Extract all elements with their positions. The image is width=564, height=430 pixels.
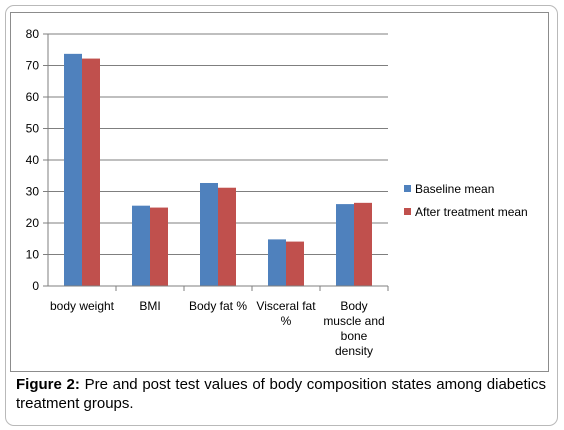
legend-label-after: After treatment mean <box>415 204 528 219</box>
legend-swatch-after <box>404 208 411 215</box>
figure-caption: Figure 2: Pre and post test values of bo… <box>16 375 546 413</box>
legend-swatch-baseline <box>404 185 411 192</box>
x-axis-labels: body weight BMI Body fat % Visceral fat% Bod… <box>50 299 385 358</box>
y-tick-label: 0 <box>32 279 39 293</box>
y-axis-ticks: 0 10 20 30 40 50 60 70 80 <box>26 27 48 293</box>
bar-baseline-1 <box>64 53 82 286</box>
x-tick-label: muscle and <box>323 314 384 328</box>
bars <box>64 53 372 286</box>
x-tick-label: BMI <box>139 299 160 313</box>
y-tick-label: 50 <box>26 122 40 136</box>
x-tick-label: bone <box>341 329 368 343</box>
bar-baseline-3 <box>200 182 218 286</box>
y-tick-label: 10 <box>26 248 40 262</box>
y-tick-label: 80 <box>26 27 40 41</box>
legend-item-baseline: Baseline mean <box>404 177 528 200</box>
y-tick-label: 70 <box>26 59 40 73</box>
x-tick-label: body weight <box>50 299 115 313</box>
y-tick-label: 60 <box>26 90 40 104</box>
bar-after-3 <box>218 187 236 286</box>
figure-label: Figure 2: <box>16 376 80 393</box>
bar-after-5 <box>354 202 372 286</box>
x-tick-label: % <box>281 314 292 328</box>
legend-item-after: After treatment mean <box>404 200 528 223</box>
x-tick-label: density <box>335 344 373 358</box>
caption-text: Pre and post test values of body composi… <box>16 376 546 412</box>
y-tick-label: 30 <box>26 185 40 199</box>
legend-label-baseline: Baseline mean <box>415 181 495 196</box>
axes <box>47 34 389 291</box>
x-tick-label: Body fat % <box>189 299 247 313</box>
x-tick-label: Visceral fat <box>256 299 316 313</box>
bar-after-4 <box>286 241 304 286</box>
bar-baseline-4 <box>268 239 286 286</box>
bar-baseline-2 <box>132 205 150 286</box>
bar-baseline-5 <box>336 204 354 286</box>
x-tick-label: Body <box>340 299 367 313</box>
bar-after-1 <box>82 58 100 286</box>
y-tick-label: 20 <box>26 216 40 230</box>
legend: Baseline mean After treatment mean <box>404 177 528 223</box>
bar-after-2 <box>150 207 168 286</box>
y-tick-label: 40 <box>26 153 40 167</box>
